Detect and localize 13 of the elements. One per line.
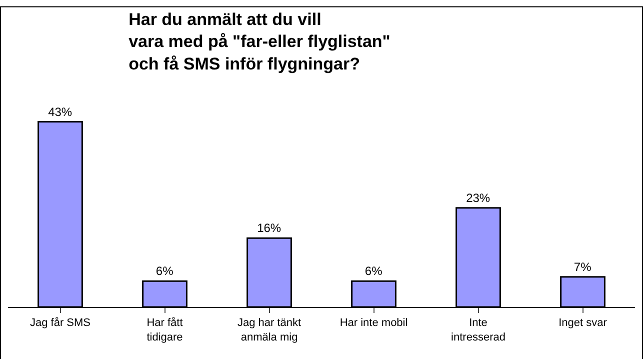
x-tick-label: Inte intresserad	[451, 317, 506, 344]
chart-title: Har du anmält att du vill vara med på "far-eller flyglistan" och få SMS inför flygningar?	[128, 10, 390, 74]
x-tick-label: Har fått tidigare	[146, 317, 183, 344]
x-tick-label: Inget svar	[558, 317, 608, 330]
data-label: 43%	[48, 104, 72, 119]
data-label: 16%	[257, 221, 282, 236]
data-label: 23%	[466, 190, 490, 205]
x-tick-label: Jag får SMS	[30, 317, 91, 330]
data-label: 7%	[574, 260, 592, 274]
x-tick-label: Har inte mobil	[340, 317, 408, 330]
x-tick-label: Jag har tänkt anmäla mig	[237, 317, 302, 344]
data-label: 6%	[156, 264, 174, 278]
data-label: 6%	[364, 264, 383, 278]
